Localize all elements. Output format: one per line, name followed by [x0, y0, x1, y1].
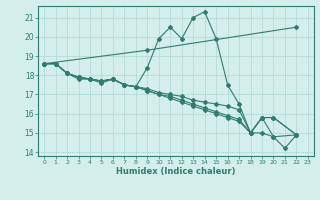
X-axis label: Humidex (Indice chaleur): Humidex (Indice chaleur) — [116, 167, 236, 176]
